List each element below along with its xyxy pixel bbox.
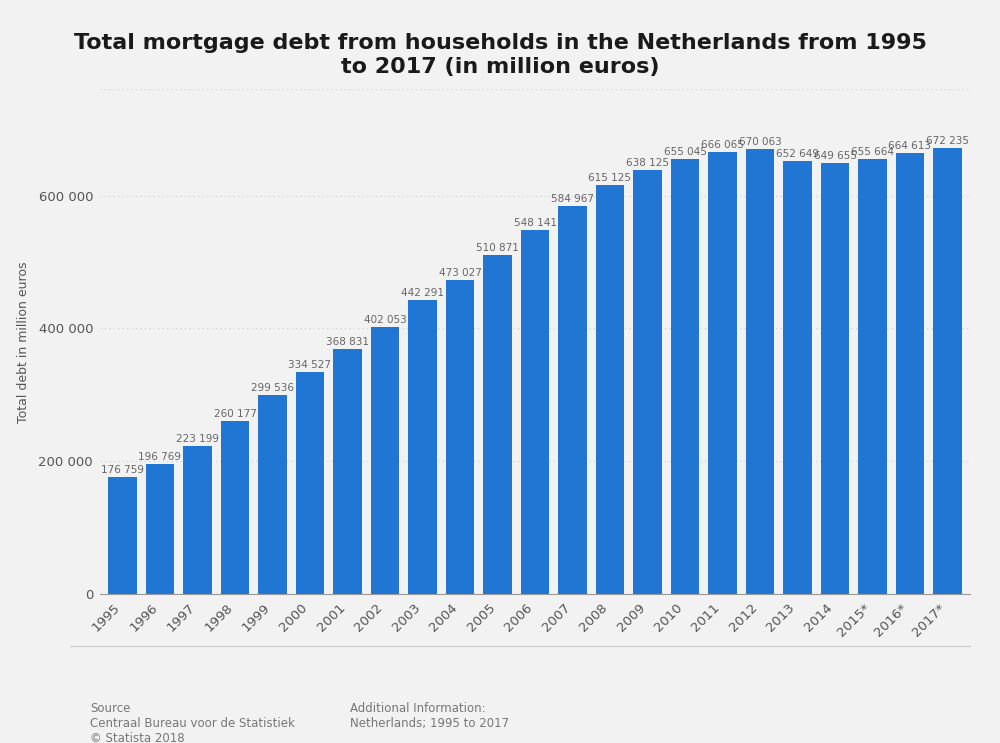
Text: 666 065: 666 065 — [701, 140, 744, 149]
Bar — [108, 477, 137, 594]
Text: 223 199: 223 199 — [176, 434, 219, 444]
Bar — [183, 446, 212, 594]
Bar — [746, 149, 774, 594]
Text: 334 527: 334 527 — [288, 360, 332, 370]
Text: 473 027: 473 027 — [439, 268, 481, 278]
Bar — [633, 170, 662, 594]
Text: 402 053: 402 053 — [364, 315, 406, 325]
Bar — [371, 327, 399, 594]
Text: Additional Information:
Netherlands; 1995 to 2017: Additional Information: Netherlands; 199… — [350, 702, 509, 730]
Bar — [258, 395, 287, 594]
Text: 584 967: 584 967 — [551, 193, 594, 204]
Bar — [858, 158, 887, 594]
Text: 672 235: 672 235 — [926, 135, 969, 146]
Bar — [333, 349, 362, 594]
Text: 196 769: 196 769 — [138, 452, 182, 461]
Text: 548 141: 548 141 — [514, 218, 556, 228]
Bar — [896, 152, 924, 594]
Text: 299 536: 299 536 — [251, 383, 294, 393]
Text: 670 063: 670 063 — [739, 137, 781, 147]
Text: 442 291: 442 291 — [401, 288, 444, 299]
Bar — [446, 280, 474, 594]
Y-axis label: Total debt in million euros: Total debt in million euros — [17, 261, 30, 423]
Text: 649 655: 649 655 — [814, 151, 856, 160]
Bar — [933, 148, 962, 594]
Bar — [296, 372, 324, 594]
Bar — [221, 421, 249, 594]
Text: 615 125: 615 125 — [588, 173, 632, 184]
Bar — [596, 186, 624, 594]
Text: 655 664: 655 664 — [851, 146, 894, 157]
Bar — [408, 300, 437, 594]
Text: Source
Centraal Bureau voor de Statistiek
© Statista 2018: Source Centraal Bureau voor de Statistie… — [90, 702, 295, 743]
Text: 510 871: 510 871 — [476, 243, 519, 253]
Text: 664 613: 664 613 — [889, 140, 932, 151]
Text: Total mortgage debt from households in the Netherlands from 1995
to 2017 (in mil: Total mortgage debt from households in t… — [74, 33, 926, 77]
Bar — [821, 163, 849, 594]
Text: 655 045: 655 045 — [664, 147, 706, 157]
Bar — [146, 464, 174, 594]
Text: 652 649: 652 649 — [776, 149, 819, 158]
Text: 368 831: 368 831 — [326, 337, 369, 347]
Bar — [483, 255, 512, 594]
Bar — [521, 230, 549, 594]
Bar — [783, 160, 812, 594]
Text: 260 177: 260 177 — [214, 409, 256, 420]
Bar — [671, 159, 699, 594]
Bar — [558, 206, 587, 594]
Text: 176 759: 176 759 — [101, 465, 144, 475]
Bar — [708, 152, 737, 594]
Text: 638 125: 638 125 — [626, 158, 669, 168]
